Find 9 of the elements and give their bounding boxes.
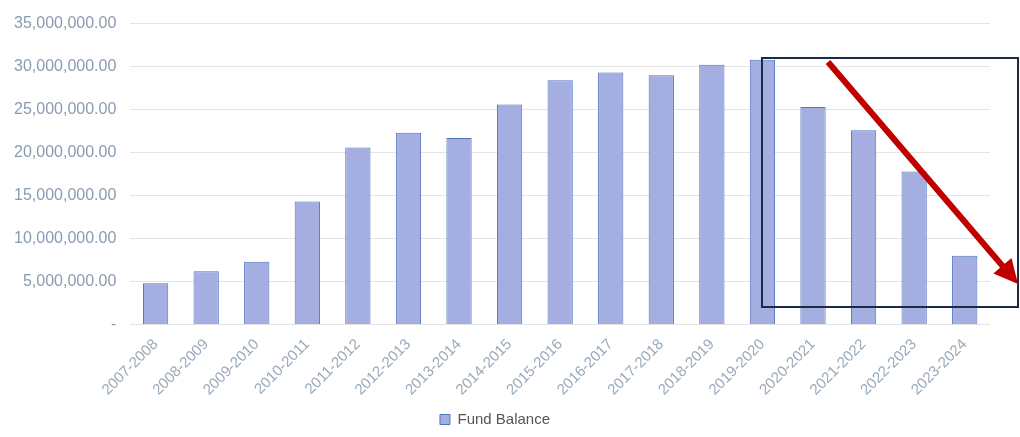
y-tick-label: 5,000,000.00 [22, 271, 117, 289]
y-tick-label: 25,000,000.00 [13, 99, 117, 117]
y-tick-label: 35,000,000.00 [13, 14, 117, 32]
y-tick-label: 10,000,000.00 [13, 228, 117, 246]
y-tick-label: 30,000,000.00 [13, 57, 117, 74]
legend-label: Fund Balance [457, 409, 551, 427]
y-tick-label: - [110, 314, 117, 332]
y-tick-label: 15,000,000.00 [13, 185, 117, 203]
y-tick-label: 20,000,000.00 [13, 142, 117, 160]
